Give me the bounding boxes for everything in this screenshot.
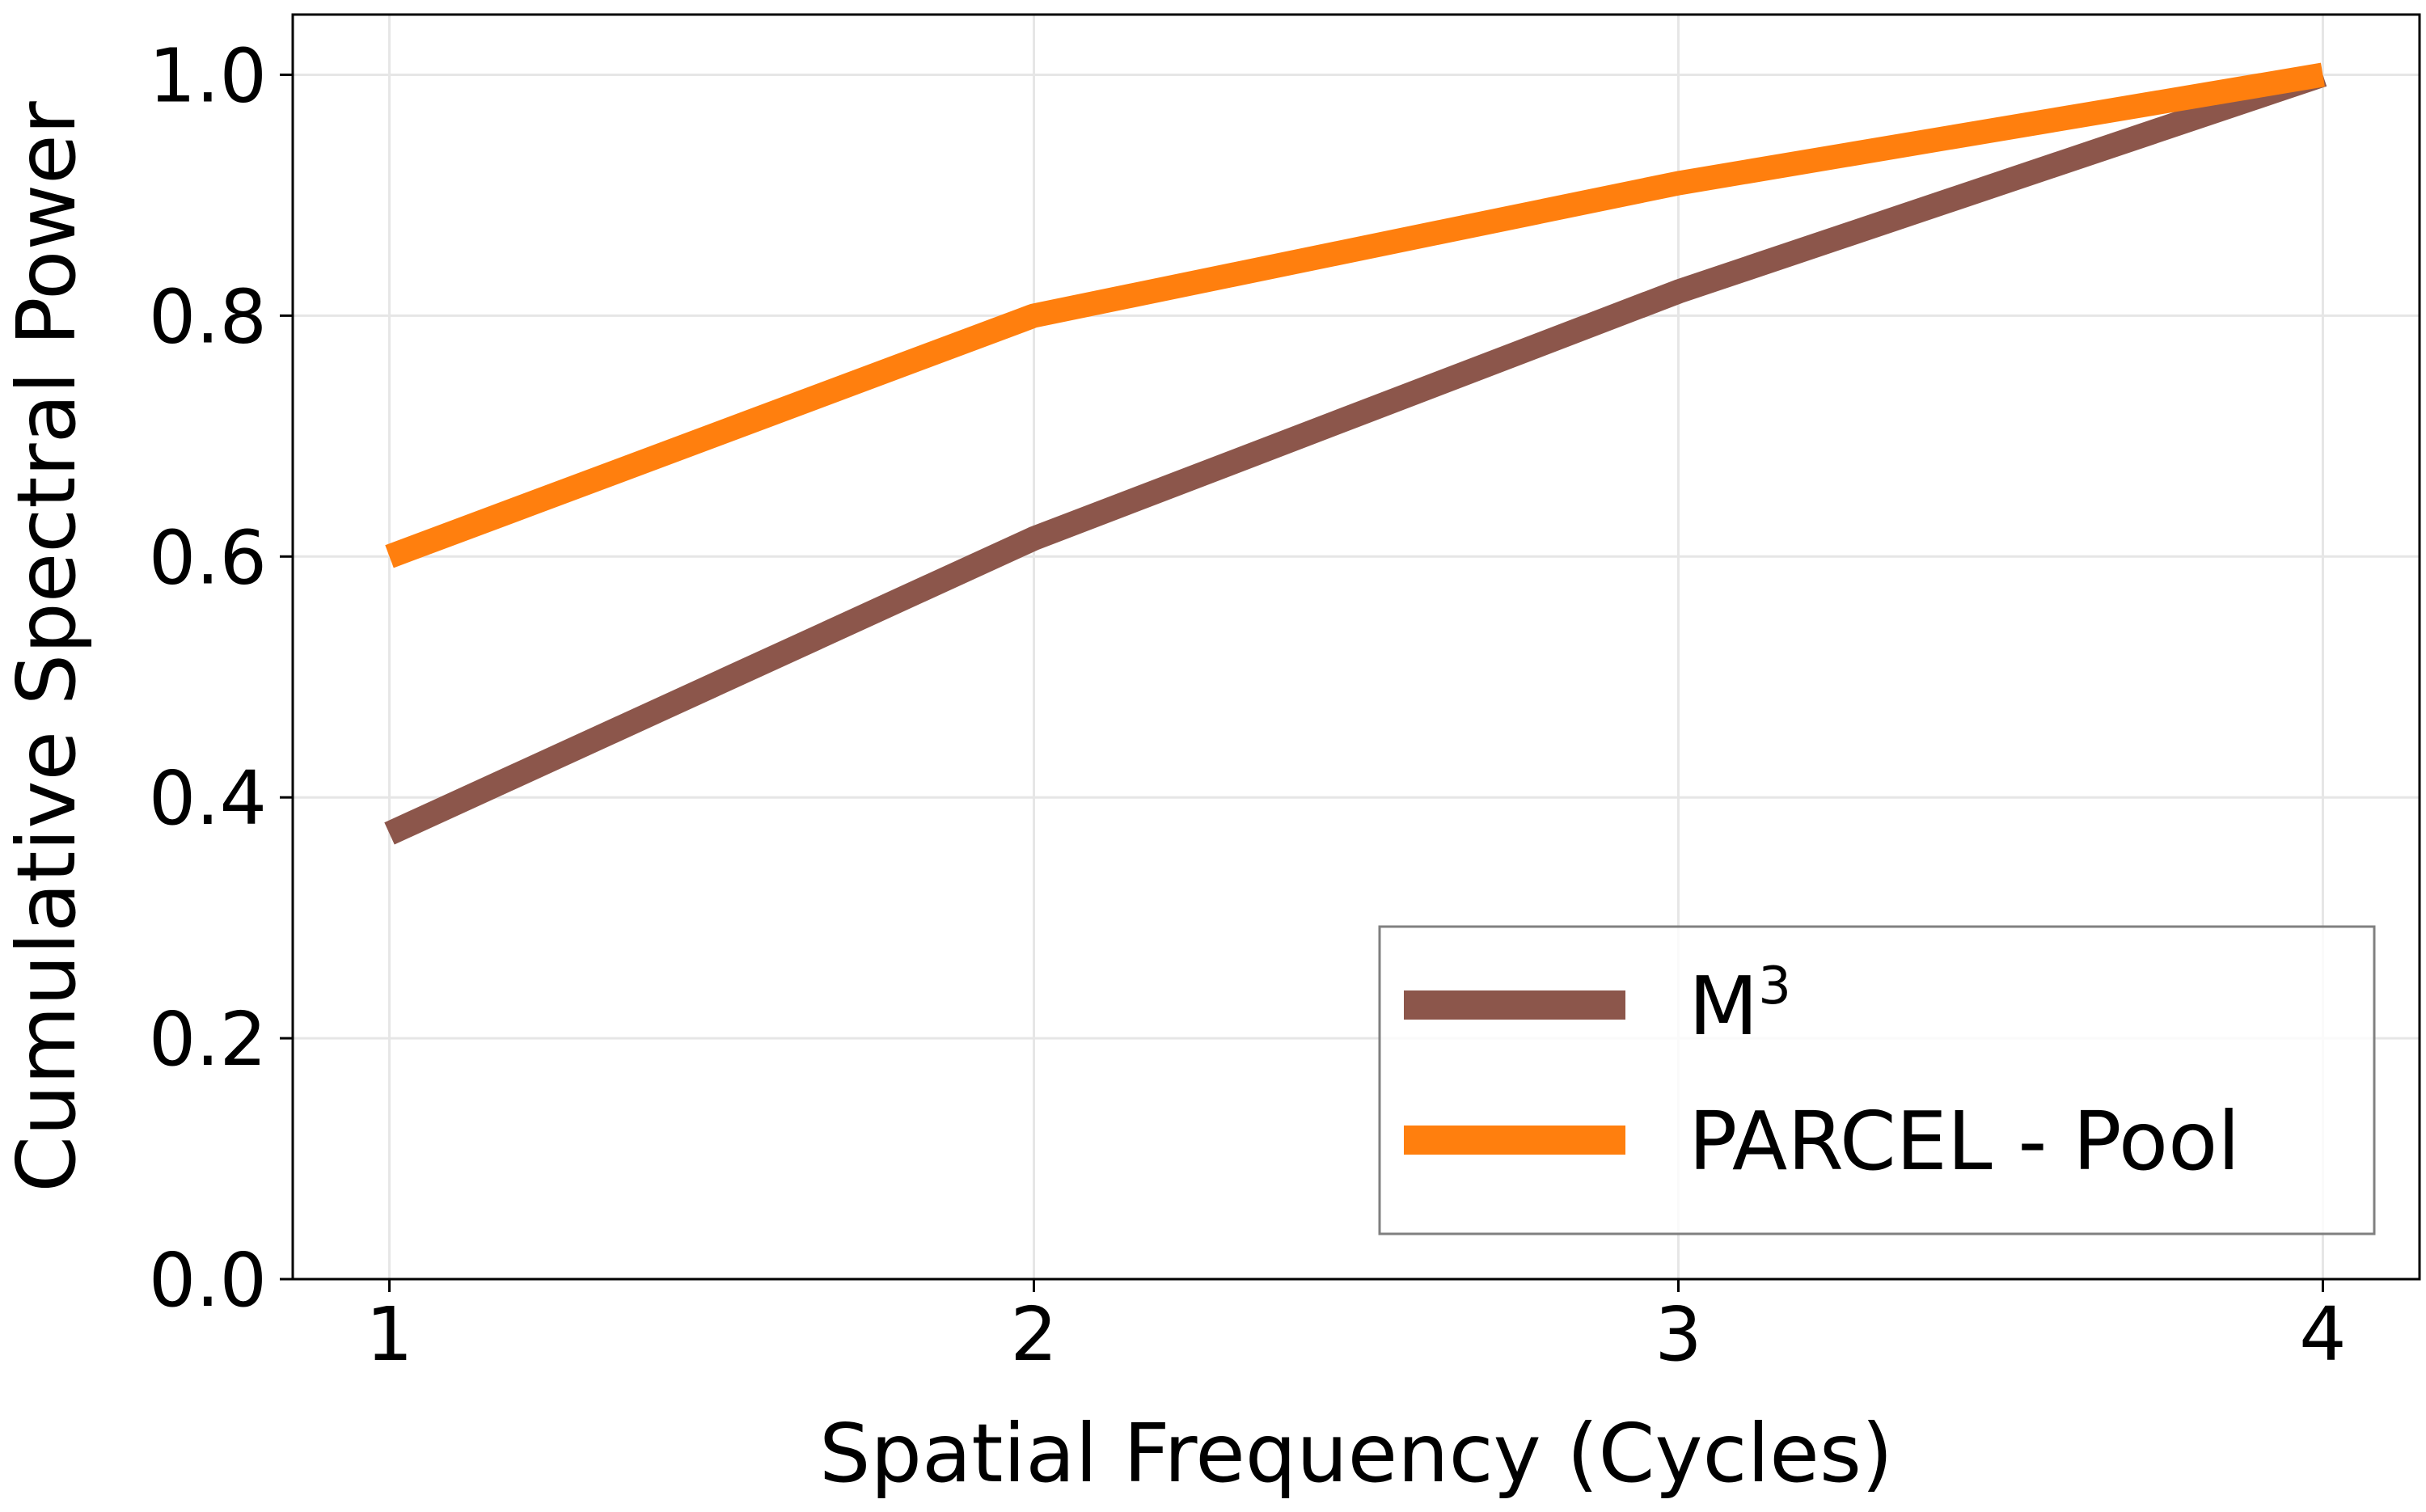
x-tick-label: 2 [1010, 1291, 1058, 1378]
x-tick-label: 1 [366, 1291, 413, 1378]
ticks [280, 73, 2324, 1292]
y-tick-label: 0.8 [149, 273, 267, 360]
y-tick-label: 0.4 [149, 755, 267, 842]
legend-label-m3-base: M [1688, 959, 1758, 1054]
tick-labels: 1 2 3 4 0.0 0.2 0.4 0.6 0.8 1.0 [149, 32, 2347, 1378]
x-tick-label: 3 [1655, 1291, 1702, 1378]
y-axis-label: Cumulative Spectral Power [0, 100, 94, 1192]
x-tick-label: 4 [2299, 1291, 2347, 1378]
legend: M3 PARCEL - Pool [1378, 925, 2376, 1235]
y-tick-label: 0.2 [149, 996, 267, 1083]
series-line-m3 [384, 63, 2327, 845]
y-tick-label: 1.0 [149, 32, 267, 119]
series-layer [384, 62, 2327, 845]
axes-frame [291, 13, 2421, 1281]
x-axis-label: Spatial Frequency (Cycles) [819, 1406, 1893, 1501]
y-tick-label: 0.0 [149, 1237, 267, 1324]
legend-label-m3: M3 [1688, 957, 1791, 1054]
legend-label-m3-superscript: 3 [1758, 957, 1791, 1016]
legend-box [1378, 925, 2376, 1235]
y-tick-label: 0.6 [149, 514, 267, 601]
legend-label-parcel-pool: PARCEL - Pool [1688, 1094, 2240, 1189]
series-line-parcel-pool [385, 62, 2325, 568]
